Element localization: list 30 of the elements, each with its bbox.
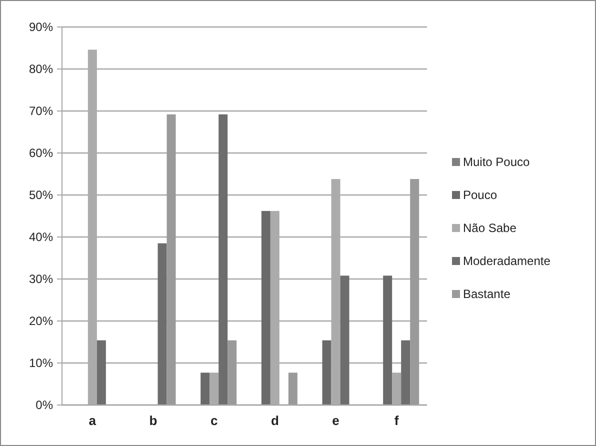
y-tick-label: 0%	[36, 398, 54, 412]
x-tick-label: a	[88, 413, 97, 428]
bar	[322, 340, 332, 405]
legend-label: Não Sabe	[463, 221, 517, 236]
x-tick-label: e	[332, 413, 340, 428]
y-tick-label: 80%	[28, 62, 54, 76]
bar	[383, 276, 392, 405]
x-tick-label: d	[270, 413, 279, 428]
legend-label: Muito Pouco	[463, 155, 530, 170]
legend-label: Moderadamente	[463, 254, 551, 268]
x-tick-label: c	[210, 413, 218, 428]
x-tick-label: b	[149, 413, 158, 428]
bar	[158, 243, 167, 405]
legend-label: Bastante	[463, 287, 511, 302]
x-tick-label: f	[394, 413, 400, 428]
y-tick-label: 10%	[28, 356, 54, 370]
y-tick-label: 30%	[28, 272, 54, 286]
y-tick-label: 20%	[28, 314, 54, 328]
legend-label: Pouco	[463, 188, 498, 202]
bar	[261, 210, 270, 405]
y-tick-label: 70%	[28, 104, 54, 118]
bar	[340, 276, 350, 405]
y-tick-label: 90%	[28, 20, 54, 34]
bar	[401, 340, 410, 405]
y-tick-label: 50%	[28, 188, 54, 202]
y-tick-label: 40%	[28, 230, 54, 244]
bar	[218, 114, 228, 405]
bar	[96, 340, 106, 405]
bar	[200, 372, 210, 405]
y-tick-label: 60%	[28, 146, 54, 160]
